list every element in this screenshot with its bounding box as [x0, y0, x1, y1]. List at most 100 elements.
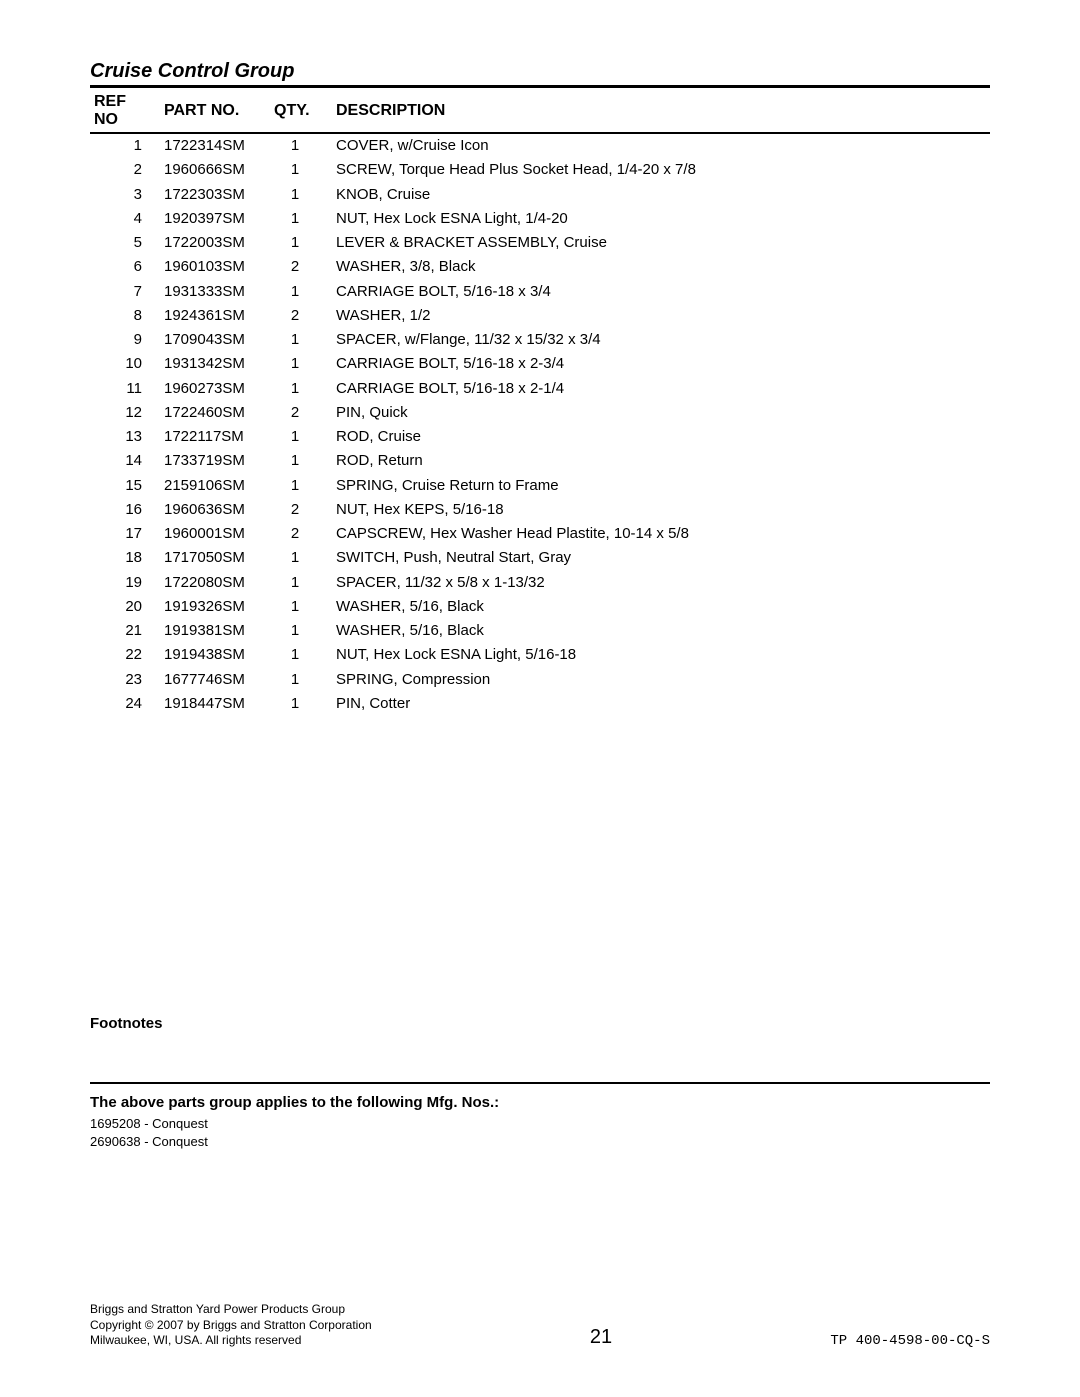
cell-qty: 1	[270, 352, 320, 376]
cell-part: 2159106SM	[160, 474, 270, 498]
cell-ref: 21	[90, 619, 160, 643]
cell-part: 1722303SM	[160, 183, 270, 207]
cell-desc: CARRIAGE BOLT, 5/16-18 x 2-1/4	[320, 377, 990, 401]
cell-ref: 20	[90, 595, 160, 619]
applies-title: The above parts group applies to the fol…	[90, 1094, 990, 1111]
cell-part: 1960001SM	[160, 522, 270, 546]
cell-part: 1920397SM	[160, 207, 270, 231]
cell-ref: 7	[90, 280, 160, 304]
cell-qty: 2	[270, 304, 320, 328]
table-row: 131722117SM1ROD, Cruise	[90, 425, 990, 449]
table-row: 91709043SM1SPACER, w/Flange, 11/32 x 15/…	[90, 328, 990, 352]
footnotes-title: Footnotes	[90, 1015, 990, 1032]
cell-ref: 24	[90, 692, 160, 716]
footer-left-line: Briggs and Stratton Yard Power Products …	[90, 1302, 372, 1318]
cell-qty: 2	[270, 255, 320, 279]
cell-desc: SCREW, Torque Head Plus Socket Head, 1/4…	[320, 158, 990, 182]
table-row: 21960666SM1SCREW, Torque Head Plus Socke…	[90, 158, 990, 182]
page-number: 21	[590, 1326, 612, 1349]
table-row: 201919326SM1WASHER, 5/16, Black	[90, 595, 990, 619]
cell-qty: 1	[270, 207, 320, 231]
cell-ref: 3	[90, 183, 160, 207]
cell-desc: SWITCH, Push, Neutral Start, Gray	[320, 546, 990, 570]
cell-ref: 1	[90, 133, 160, 158]
table-row: 141733719SM1ROD, Return	[90, 449, 990, 473]
table-header-row: REF NO PART NO. QTY. DESCRIPTION	[90, 90, 990, 133]
cell-part: 1931342SM	[160, 352, 270, 376]
cell-qty: 1	[270, 425, 320, 449]
cell-desc: SPACER, w/Flange, 11/32 x 15/32 x 3/4	[320, 328, 990, 352]
cell-part: 1960636SM	[160, 498, 270, 522]
cell-desc: WASHER, 5/16, Black	[320, 619, 990, 643]
cell-qty: 1	[270, 595, 320, 619]
footer-left-line: Milwaukee, WI, USA. All rights reserved	[90, 1333, 372, 1349]
cell-qty: 1	[270, 474, 320, 498]
cell-part: 1919438SM	[160, 643, 270, 667]
cell-part: 1717050SM	[160, 546, 270, 570]
cell-part: 1918447SM	[160, 692, 270, 716]
table-row: 181717050SM1SWITCH, Push, Neutral Start,…	[90, 546, 990, 570]
cell-desc: WASHER, 3/8, Black	[320, 255, 990, 279]
cell-part: 1924361SM	[160, 304, 270, 328]
cell-part: 1919381SM	[160, 619, 270, 643]
table-row: 41920397SM1NUT, Hex Lock ESNA Light, 1/4…	[90, 207, 990, 231]
cell-qty: 2	[270, 401, 320, 425]
cell-desc: WASHER, 1/2	[320, 304, 990, 328]
cell-desc: PIN, Cotter	[320, 692, 990, 716]
table-row: 171960001SM2CAPSCREW, Hex Washer Head Pl…	[90, 522, 990, 546]
cell-qty: 1	[270, 280, 320, 304]
cell-ref: 10	[90, 352, 160, 376]
header-qty: QTY.	[270, 90, 320, 133]
table-row: 71931333SM1CARRIAGE BOLT, 5/16-18 x 3/4	[90, 280, 990, 304]
header-desc: DESCRIPTION	[320, 90, 990, 133]
cell-ref: 23	[90, 668, 160, 692]
cell-ref: 22	[90, 643, 160, 667]
cell-ref: 17	[90, 522, 160, 546]
cell-desc: CAPSCREW, Hex Washer Head Plastite, 10-1…	[320, 522, 990, 546]
table-row: 231677746SM1SPRING, Compression	[90, 668, 990, 692]
cell-ref: 4	[90, 207, 160, 231]
cell-ref: 12	[90, 401, 160, 425]
table-row: 241918447SM1PIN, Cotter	[90, 692, 990, 716]
cell-desc: COVER, w/Cruise Icon	[320, 133, 990, 158]
cell-part: 1722117SM	[160, 425, 270, 449]
applies-item: 2690638 - Conquest	[90, 1133, 990, 1151]
footer-code: TP 400-4598-00-CQ-S	[830, 1333, 990, 1349]
cell-ref: 9	[90, 328, 160, 352]
cell-ref: 5	[90, 231, 160, 255]
cell-desc: ROD, Return	[320, 449, 990, 473]
cell-desc: SPRING, Cruise Return to Frame	[320, 474, 990, 498]
cell-qty: 1	[270, 692, 320, 716]
cell-part: 1919326SM	[160, 595, 270, 619]
divider-line	[90, 1082, 990, 1084]
cell-qty: 1	[270, 133, 320, 158]
cell-ref: 6	[90, 255, 160, 279]
cell-qty: 2	[270, 498, 320, 522]
section-title: Cruise Control Group	[90, 60, 990, 88]
cell-ref: 18	[90, 546, 160, 570]
table-row: 101931342SM1CARRIAGE BOLT, 5/16-18 x 2-3…	[90, 352, 990, 376]
table-row: 221919438SM1NUT, Hex Lock ESNA Light, 5/…	[90, 643, 990, 667]
table-row: 61960103SM2WASHER, 3/8, Black	[90, 255, 990, 279]
footer-left-line: Copyright © 2007 by Briggs and Stratton …	[90, 1318, 372, 1334]
footer-left: Briggs and Stratton Yard Power Products …	[90, 1302, 372, 1349]
cell-part: 1960273SM	[160, 377, 270, 401]
cell-qty: 1	[270, 571, 320, 595]
table-row: 111960273SM1CARRIAGE BOLT, 5/16-18 x 2-1…	[90, 377, 990, 401]
cell-desc: NUT, Hex KEPS, 5/16-18	[320, 498, 990, 522]
cell-ref: 14	[90, 449, 160, 473]
cell-ref: 16	[90, 498, 160, 522]
cell-ref: 19	[90, 571, 160, 595]
cell-desc: KNOB, Cruise	[320, 183, 990, 207]
cell-desc: WASHER, 5/16, Black	[320, 595, 990, 619]
cell-ref: 8	[90, 304, 160, 328]
cell-qty: 1	[270, 619, 320, 643]
cell-ref: 11	[90, 377, 160, 401]
cell-qty: 1	[270, 546, 320, 570]
cell-qty: 1	[270, 668, 320, 692]
cell-qty: 1	[270, 183, 320, 207]
cell-desc: ROD, Cruise	[320, 425, 990, 449]
table-row: 81924361SM2WASHER, 1/2	[90, 304, 990, 328]
cell-ref: 13	[90, 425, 160, 449]
cell-desc: SPRING, Compression	[320, 668, 990, 692]
